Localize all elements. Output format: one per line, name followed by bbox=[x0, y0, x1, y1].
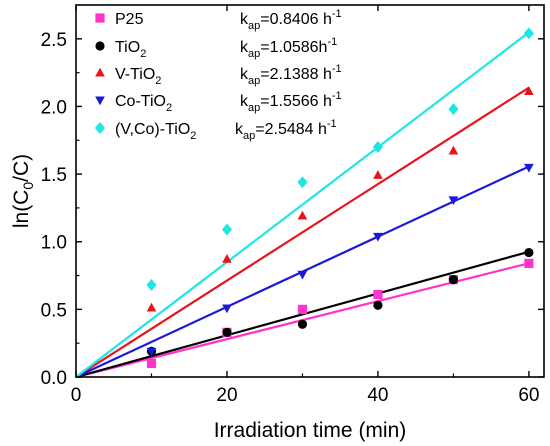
data-point-1-5 bbox=[524, 247, 534, 258]
x-axis-label: Irradiation time (min) bbox=[214, 419, 407, 442]
data-point-3-2 bbox=[297, 270, 308, 280]
data-point-4-1 bbox=[221, 223, 233, 236]
legend-label-1: TiO2 bbox=[115, 39, 146, 60]
data-points bbox=[146, 27, 534, 369]
axis-labels: Irradiation time (min) ln(C0/C) bbox=[10, 154, 406, 442]
data-point-1-3 bbox=[373, 300, 383, 310]
legend-kap-0: kap=0.8406 h-1 bbox=[240, 8, 342, 32]
data-point-4-4 bbox=[448, 103, 459, 116]
legend-kap-2: kap=2.1388 h-1 bbox=[240, 63, 342, 87]
legend-kap-4: kap=2.5484 h-1 bbox=[235, 118, 337, 142]
legend-marker-0 bbox=[95, 13, 105, 23]
data-point-2-1 bbox=[222, 254, 232, 263]
data-point-3-1 bbox=[222, 304, 232, 314]
data-point-3-0 bbox=[146, 347, 157, 357]
data-point-0-0 bbox=[146, 358, 157, 369]
data-point-3-5 bbox=[524, 163, 534, 173]
y-tick-label: 2.5 bbox=[41, 30, 67, 51]
data-point-4-2 bbox=[297, 176, 308, 189]
legend-marker-2 bbox=[95, 67, 105, 77]
data-point-3-4 bbox=[448, 196, 459, 206]
x-tick-label: 0 bbox=[71, 385, 82, 406]
plot-frame bbox=[75, 4, 545, 378]
data-point-3-3 bbox=[373, 232, 383, 242]
data-point-4-3 bbox=[372, 141, 383, 154]
y-tick-label: 2.0 bbox=[41, 97, 67, 118]
legend-kap-3: kap=1.5566 h-1 bbox=[240, 90, 342, 114]
data-point-4-0 bbox=[146, 279, 157, 291]
legend-marker-1 bbox=[95, 41, 105, 51]
y-tick-label: 1.5 bbox=[41, 165, 67, 186]
data-point-1-1 bbox=[222, 327, 232, 337]
y-tick-label: 0.5 bbox=[41, 300, 67, 321]
y-tick-label: 1.0 bbox=[41, 233, 67, 254]
data-point-1-4 bbox=[448, 275, 459, 285]
legend-label-2: V-TiO2 bbox=[115, 66, 161, 87]
axes: 0 20 40 60 0.0 0.5 1.0 1.5 2.0 2.5 bbox=[41, 4, 545, 406]
x-tick-label: 20 bbox=[216, 385, 237, 406]
data-point-2-2 bbox=[297, 210, 308, 220]
x-tick-label: 60 bbox=[518, 385, 539, 406]
y-tick-label: 0.0 bbox=[41, 368, 67, 389]
data-point-2-0 bbox=[146, 302, 157, 312]
legend: P25 kap=0.8406 h-1 TiO2 kap=1.0586h-1 V-TiO2… bbox=[94, 8, 342, 142]
legend-label-4: (V,Co)-TiO2 bbox=[115, 121, 196, 142]
legend-kap-1: kap=1.0586h-1 bbox=[240, 36, 337, 60]
fit-line-2 bbox=[75, 86, 530, 378]
legend-marker-4 bbox=[94, 122, 106, 134]
legend-label-0: P25 bbox=[115, 11, 144, 28]
y-axis-label: ln(C0/C) bbox=[10, 154, 36, 228]
data-point-4-5 bbox=[523, 27, 534, 40]
data-point-2-3 bbox=[373, 170, 383, 179]
data-point-1-2 bbox=[297, 319, 308, 329]
x-tick-label: 40 bbox=[367, 385, 388, 406]
data-point-0-5 bbox=[524, 258, 534, 268]
data-point-2-5 bbox=[524, 86, 534, 96]
legend-label-3: Co-TiO2 bbox=[115, 93, 172, 114]
fit-line-4 bbox=[75, 31, 530, 378]
legend-marker-3 bbox=[95, 96, 105, 106]
data-point-0-2 bbox=[297, 304, 308, 314]
data-point-2-4 bbox=[448, 145, 459, 155]
data-point-0-3 bbox=[373, 289, 383, 300]
